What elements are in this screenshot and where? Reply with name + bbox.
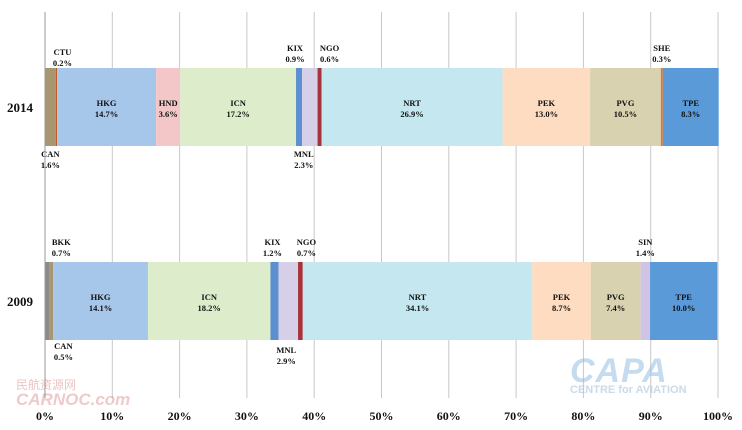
segment-name-label: CTU — [53, 47, 71, 57]
segment-name-label: ICN — [201, 292, 217, 302]
bar-segment-2014-pvg — [590, 68, 661, 146]
carnoc-watermark-chinese: 民航资源网 — [16, 378, 77, 392]
segment-pct-label: 26.9% — [400, 109, 423, 119]
segment-name-label: SIN — [638, 237, 653, 247]
segment-pct-label: 8.7% — [552, 303, 571, 313]
segment-pct-label: 1.4% — [636, 248, 655, 258]
x-tick-label: 100% — [703, 409, 733, 423]
segment-pct-label: 2.3% — [294, 160, 313, 170]
category-label: 2014 — [7, 100, 34, 115]
x-tick-label: 10% — [100, 409, 124, 423]
bar-segment-2014-nrt — [321, 68, 503, 146]
segment-name-label: NGO — [297, 237, 317, 247]
x-tick-label: 0% — [36, 409, 54, 423]
segment-pct-label: 0.9% — [285, 54, 304, 64]
segment-name-label: HKG — [91, 292, 111, 302]
segment-pct-label: 18.2% — [198, 303, 221, 313]
segment-pct-label: 17.2% — [226, 109, 249, 119]
capa-watermark-subtitle: CENTRE for AVIATION — [570, 384, 687, 396]
segment-name-label: KIX — [264, 237, 281, 247]
category-axis: 2014 2009 — [7, 100, 34, 309]
bar-segment-2014-ctu — [55, 68, 58, 146]
bar-segments — [45, 68, 719, 340]
segment-pct-label: 0.2% — [53, 58, 72, 68]
segment-name-label: CAN — [54, 341, 73, 351]
segment-pct-label: 0.7% — [52, 248, 71, 258]
carnoc-watermark-english: CARNOC.com — [16, 390, 131, 409]
x-tick-label: 60% — [437, 409, 461, 423]
segment-pct-label: 7.4% — [606, 303, 625, 313]
bar-segment-2014-icn — [180, 68, 297, 146]
segment-name-label: ICN — [230, 98, 246, 108]
bar-segment-2014-hnd — [156, 68, 181, 146]
segment-name-label: SHE — [653, 43, 670, 53]
segment-pct-label: 0.6% — [320, 54, 339, 64]
segment-name-label: PVG — [607, 292, 625, 302]
capa-watermark-title: CAPA — [570, 352, 668, 390]
segment-name-label: MNL — [294, 149, 314, 159]
x-tick-label: 50% — [370, 409, 394, 423]
carnoc-watermark: 民航资源网 CARNOC.com — [16, 376, 130, 410]
bar-segment-2009-tpe — [650, 262, 718, 340]
bar-segment-2014-pek — [502, 68, 591, 146]
segment-pct-label: 2.9% — [277, 356, 296, 366]
segment-pct-label: 34.1% — [406, 303, 429, 313]
x-tick-label: 30% — [235, 409, 259, 423]
segment-pct-label: 1.2% — [263, 248, 282, 258]
segment-pct-label: 14.1% — [89, 303, 112, 313]
segment-pct-label: 14.7% — [95, 109, 118, 119]
segment-pct-label: 8.3% — [681, 109, 700, 119]
segment-labels: CAN1.6%CTU0.2%HKG14.7%HND3.6%ICN17.2%KIX… — [41, 43, 700, 366]
bar-segment-2014-kix — [296, 68, 303, 146]
segment-pct-label: 10.0% — [672, 303, 695, 313]
x-tick-label: 20% — [168, 409, 192, 423]
bar-segment-2009-kix — [270, 262, 279, 340]
segment-name-label: NRT — [403, 98, 421, 108]
segment-pct-label: 10.5% — [614, 109, 637, 119]
bar-segment-2009-sin — [640, 262, 651, 340]
segment-pct-label: 0.3% — [652, 54, 671, 64]
x-tick-label: 70% — [504, 409, 528, 423]
segment-name-label: HKG — [97, 98, 117, 108]
segment-name-label: PVG — [616, 98, 634, 108]
segment-name-label: MNL — [276, 345, 296, 355]
segment-name-label: NGO — [320, 43, 340, 53]
segment-pct-label: 3.6% — [159, 109, 178, 119]
bar-segment-2009-can — [49, 262, 54, 340]
segment-name-label: KIX — [287, 43, 304, 53]
bar-segment-2014-ngo — [317, 68, 322, 146]
x-tick-label: 40% — [302, 409, 326, 423]
segment-pct-label: 0.5% — [54, 352, 73, 362]
bar-segment-2009-pvg — [590, 262, 641, 340]
bar-segment-2014-she — [660, 68, 663, 146]
bar-segment-2009-pek — [532, 262, 591, 340]
category-label: 2009 — [7, 294, 34, 309]
bar-segment-2009-icn — [147, 262, 271, 340]
bar-segment-2014-mnl — [302, 68, 318, 146]
segment-name-label: NRT — [409, 292, 427, 302]
x-tick-label: 90% — [639, 409, 663, 423]
segment-name-label: CAN — [41, 149, 60, 159]
bar-segment-2014-can — [45, 68, 56, 146]
capa-watermark: CAPA CENTRE for AVIATION — [570, 352, 720, 412]
bar-segment-2014-hkg — [57, 68, 157, 146]
bar-segment-2014-tpe — [662, 68, 719, 146]
bar-segment-2009-hkg — [53, 262, 148, 340]
segment-name-label: PEK — [538, 98, 556, 108]
segment-pct-label: 0.7% — [297, 248, 316, 258]
segment-name-label: BKK — [52, 237, 71, 247]
x-tick-label: 80% — [571, 409, 595, 423]
segment-name-label: TPE — [682, 98, 699, 108]
segment-name-label: PEK — [553, 292, 571, 302]
segment-pct-label: 13.0% — [535, 109, 558, 119]
segment-name-label: HND — [159, 98, 178, 108]
x-axis: 0% 10% 20% 30% 40% 50% 60% 70% 80% 90% 100% — [36, 12, 733, 423]
bar-segment-2009-ngo — [298, 262, 303, 340]
segment-name-label: TPE — [675, 292, 692, 302]
segment-pct-label: 1.6% — [41, 160, 60, 170]
bar-segment-2009-bkk — [45, 262, 50, 340]
bar-segment-2009-nrt — [302, 262, 533, 340]
bar-segment-2009-mnl — [278, 262, 299, 340]
